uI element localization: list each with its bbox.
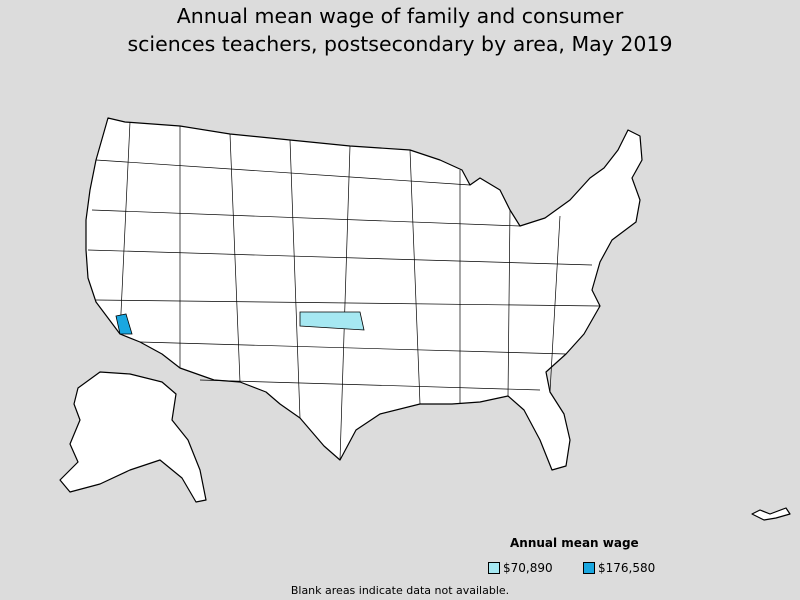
legend-title: Annual mean wage [510, 536, 639, 550]
alaska-shape [59, 371, 207, 503]
legend-swatch-low [488, 562, 500, 574]
oklahoma-area-70890 [299, 311, 365, 331]
los-angeles-area-176580 [115, 313, 133, 335]
map-title-line2: sciences teachers, postsecondary by area… [127, 32, 673, 56]
legend-item-high: $176,580 [583, 561, 655, 575]
data-availability-note: Blank areas indicate data not available. [290, 584, 510, 597]
legend-label-high: $176,580 [598, 561, 656, 575]
hawaii-islands [751, 507, 791, 521]
map-title: Annual mean wage of family and consumer … [0, 2, 800, 58]
contiguous-us-shape [85, 117, 643, 471]
map-title-line1: Annual mean wage of family and consumer [176, 4, 624, 28]
legend-swatch-high [583, 562, 595, 574]
legend-label-low: $70,890 [503, 561, 553, 575]
legend-item-low: $70,890 [488, 561, 553, 575]
area-boundaries [87, 121, 601, 461]
